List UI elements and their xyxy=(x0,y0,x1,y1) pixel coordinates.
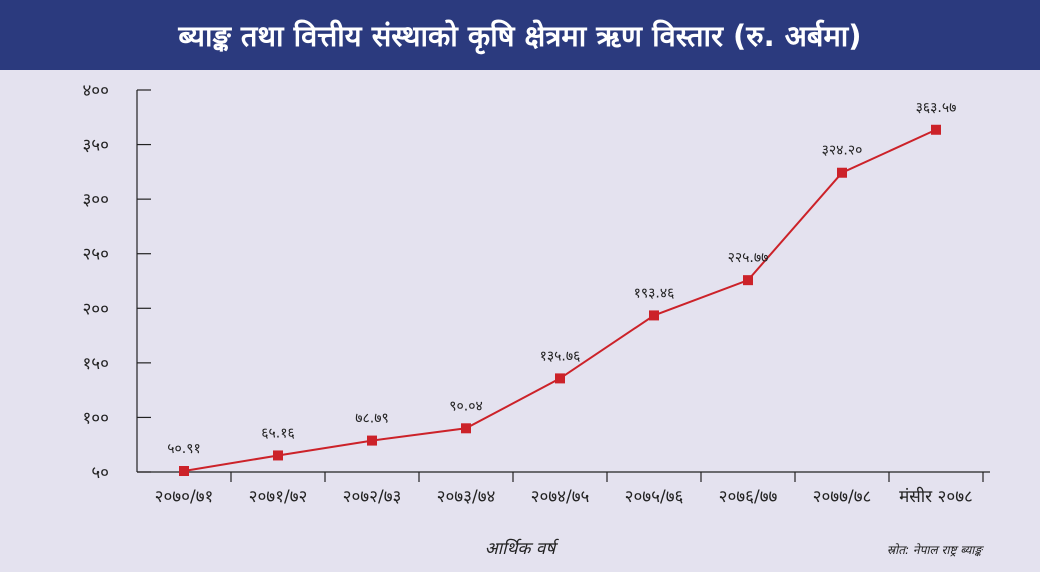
data-point-marker xyxy=(367,435,377,446)
data-value-label: ७८.७९ xyxy=(355,411,389,427)
y-tick-label: ५० xyxy=(91,463,109,483)
data-point-marker xyxy=(837,167,847,178)
data-point-marker xyxy=(931,124,941,135)
y-tick-label: १०० xyxy=(82,408,109,428)
source-note: स्रोत: नेपाल राष्ट्र ब्याङ्क xyxy=(886,543,982,557)
data-point-marker xyxy=(461,423,471,434)
x-tick-label: २०७६/७७ xyxy=(719,487,778,507)
data-value-label: १९३.४६ xyxy=(634,285,675,301)
x-tick-label: २०७३/७४ xyxy=(437,487,496,507)
x-tick-label: मंसीर २०७८ xyxy=(899,486,973,507)
x-tick-label: २०७७/७८ xyxy=(813,487,872,507)
y-tick-label: २५० xyxy=(82,245,109,265)
y-tick-label: ३५० xyxy=(82,136,109,156)
x-tick-label: २०७१/७२ xyxy=(249,487,308,507)
y-tick-label: २०० xyxy=(82,299,109,319)
data-value-label: १३५.७६ xyxy=(540,348,581,364)
data-value-label: ५०.९१ xyxy=(167,441,201,457)
x-tick-label: २०७५/७६ xyxy=(625,487,684,507)
data-value-label: ३२४.२० xyxy=(822,143,863,159)
series-line xyxy=(183,128,937,472)
chart-title: ब्याङ्क तथा वित्तीय संस्थाको कृषि क्षेत्… xyxy=(178,18,862,53)
x-axis-label: आर्थिक वर्ष xyxy=(484,539,556,559)
data-point-marker xyxy=(179,466,189,477)
data-value-label: ३६३.५७ xyxy=(916,100,957,116)
data-value-label: २२५.७७ xyxy=(728,250,769,266)
x-tick-label: २०७४/७५ xyxy=(531,487,590,507)
y-tick-label: ४०० xyxy=(82,81,109,101)
y-tick-label: १५० xyxy=(82,354,109,374)
data-point-marker xyxy=(649,310,659,321)
data-value-label: ६५.१६ xyxy=(261,425,295,441)
title-bar: ब्याङ्क तथा वित्तीय संस्थाको कृषि क्षेत्… xyxy=(0,0,1040,70)
data-point-marker xyxy=(273,450,283,461)
data-value-label: ९०.०४ xyxy=(449,398,483,414)
line-chart: ५० १०० १५० २०० २५० ३०० ३५० ४०० २०७०/७१ २०७१/७२ २०७… xyxy=(82,81,990,507)
y-tick-label: ३०० xyxy=(82,190,109,210)
data-point-marker xyxy=(555,373,565,384)
data-point-marker xyxy=(743,275,753,286)
x-tick-label: २०७२/७३ xyxy=(343,487,402,507)
x-tick-label: २०७०/७१ xyxy=(155,487,214,507)
